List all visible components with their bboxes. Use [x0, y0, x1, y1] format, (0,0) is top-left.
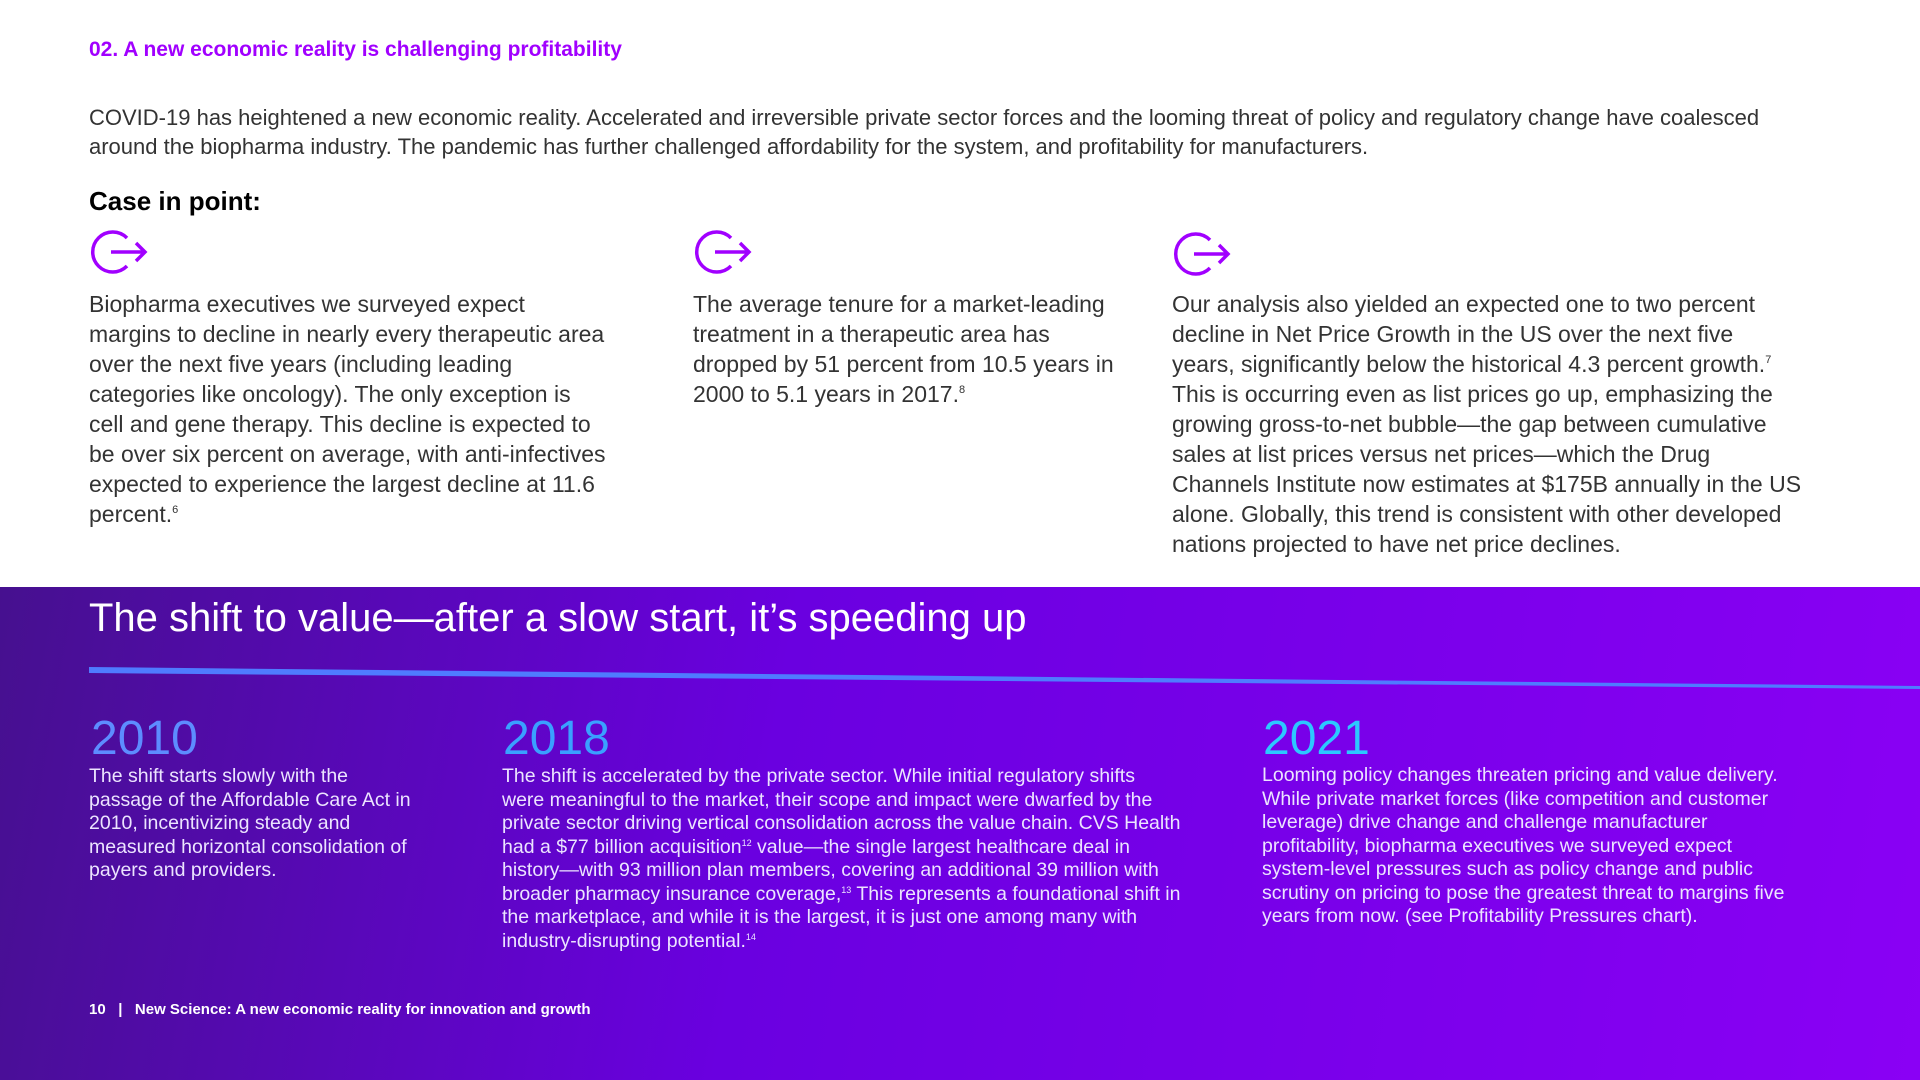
divider-wedge — [89, 667, 1920, 689]
point-text: The average tenure for a market-leading … — [693, 289, 1123, 409]
text-run: This represents a foundational shift in … — [502, 882, 1181, 952]
point-text: Biopharma executives we surveyed expect … — [89, 289, 609, 529]
footer-title: New Science: A new economic reality for … — [134, 1001, 591, 1018]
point-text: Our analysis also yielded an expected on… — [1172, 289, 1802, 559]
timeline-text: The shift starts slowly with the passage… — [89, 765, 419, 883]
footnote-ref: 13 — [841, 884, 852, 895]
year: 2021 — [1263, 712, 1370, 765]
text-run: Our analysis also yielded an expected on… — [1172, 291, 1766, 377]
timeline-title: The shift to value—after a slow start, i… — [89, 596, 1027, 640]
arrow-icon — [90, 230, 148, 274]
page-number: 10 — [89, 1001, 106, 1018]
arrow-icon — [694, 230, 752, 274]
footnote-ref: 7 — [1765, 354, 1772, 366]
text-run: The shift starts slowly with the passage… — [89, 765, 411, 881]
year: 2018 — [503, 712, 610, 765]
arrow-icon — [1173, 232, 1231, 276]
text-run: The shift is accelerated by the private … — [502, 765, 1181, 858]
case-label: Case in point: — [89, 186, 261, 216]
footnote-ref: 14 — [745, 931, 756, 942]
text-run: Biopharma executives we surveyed expect … — [89, 291, 606, 527]
text-run: Looming policy changes threaten pricing … — [1262, 764, 1785, 927]
footnote-ref: 8 — [958, 384, 966, 396]
section-heading: 02. A new economic reality is challengin… — [89, 38, 622, 61]
timeline-text: The shift is accelerated by the private … — [502, 765, 1182, 953]
text-run: The average tenure for a market-leading … — [693, 291, 1114, 407]
text-run: This is occurring even as list prices go… — [1172, 381, 1802, 557]
timeline-text: Looming policy changes threaten pricing … — [1262, 764, 1797, 929]
intro-text: COVID-19 has heightened a new economic r… — [89, 105, 1760, 159]
footnote-ref: 12 — [741, 837, 752, 848]
year: 2010 — [91, 712, 198, 765]
separator: | — [118, 1001, 123, 1018]
timeline-band — [0, 587, 1920, 1080]
footnote-ref: 6 — [172, 504, 179, 516]
footer: 10 | New Science: A new economic reality… — [89, 1001, 591, 1018]
text-run: value—the single largest healthcare deal… — [502, 835, 1159, 905]
